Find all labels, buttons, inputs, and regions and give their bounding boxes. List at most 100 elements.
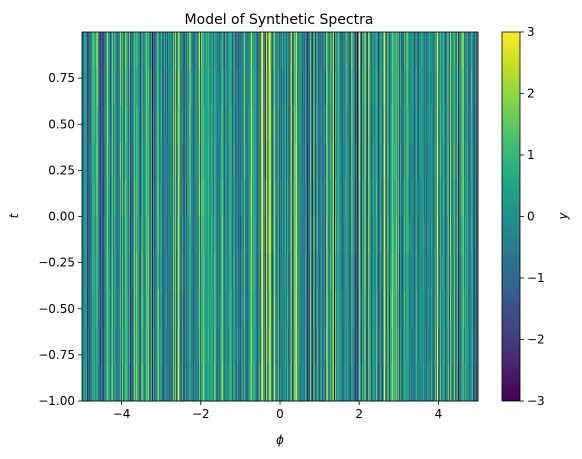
heatmap-cell	[443, 327, 445, 365]
heatmap-cell	[184, 253, 186, 291]
heatmap-cell	[464, 105, 466, 144]
heatmap-cell	[450, 179, 452, 217]
heatmap-cell	[415, 216, 417, 254]
heatmap-cell	[260, 105, 262, 144]
heatmap-cell	[419, 142, 421, 180]
heatmap-cell	[330, 105, 332, 144]
heatmap-cell	[474, 142, 476, 180]
heatmap-cell	[437, 68, 439, 107]
heatmap-cell	[440, 216, 442, 254]
heatmap-cell	[338, 105, 340, 144]
heatmap-cell	[427, 216, 429, 254]
heatmap-cell	[136, 142, 138, 180]
heatmap-cell	[413, 142, 415, 180]
heatmap-cell	[146, 68, 148, 107]
heatmap-cell	[131, 142, 133, 180]
heatmap-cell	[339, 32, 341, 70]
heatmap-cell	[465, 105, 467, 144]
heatmap-cell	[232, 290, 234, 328]
heatmap-cell	[268, 216, 270, 254]
heatmap-cell	[85, 216, 87, 254]
heatmap-cell	[135, 216, 137, 254]
heatmap-cell	[446, 290, 448, 328]
heatmap-cell	[111, 32, 113, 70]
heatmap-cell	[177, 327, 179, 365]
heatmap-cell	[133, 290, 135, 328]
heatmap-cell	[445, 253, 447, 291]
heatmap-cell	[433, 253, 435, 291]
heatmap-cell	[137, 142, 139, 180]
heatmap-cell	[157, 253, 159, 291]
heatmap-cell	[121, 32, 123, 70]
heatmap-cell	[458, 68, 460, 107]
heatmap-cell	[380, 105, 382, 144]
heatmap-cell	[170, 253, 172, 291]
heatmap-cell	[435, 68, 437, 107]
heatmap-cell	[106, 32, 108, 70]
heatmap-cell	[173, 179, 175, 217]
heatmap-cell	[274, 253, 276, 291]
heatmap-cell	[362, 179, 364, 217]
heatmap-cell	[219, 32, 221, 70]
heatmap-cell	[431, 253, 433, 291]
heatmap-cell	[275, 364, 277, 402]
heatmap-cell	[267, 216, 269, 254]
heatmap-cell	[90, 216, 92, 254]
heatmap-cell	[136, 32, 138, 70]
heatmap-cell	[260, 179, 262, 217]
heatmap-cell	[260, 290, 262, 328]
heatmap-cell	[418, 179, 420, 217]
heatmap-cell	[112, 290, 114, 328]
heatmap-cell	[257, 253, 259, 291]
heatmap-cell	[245, 105, 247, 144]
heatmap-cell	[106, 216, 108, 254]
heatmap-cell	[253, 142, 255, 180]
heatmap-cell	[380, 290, 382, 328]
heatmap-cell	[401, 290, 403, 328]
heatmap-cell	[135, 142, 137, 180]
heatmap-cell	[455, 290, 457, 328]
heatmap-cell	[87, 253, 89, 291]
heatmap-cell	[385, 179, 387, 217]
heatmap-cell	[123, 32, 125, 70]
heatmap-cell	[230, 105, 232, 144]
heatmap-cell	[399, 32, 401, 70]
heatmap-cell	[360, 216, 362, 254]
heatmap-cell	[228, 290, 230, 328]
heatmap-cell	[330, 290, 332, 328]
heatmap-cell	[179, 216, 181, 254]
heatmap-cell	[427, 364, 429, 402]
heatmap-cell	[204, 216, 206, 254]
heatmap-cell	[115, 142, 117, 180]
heatmap-cell	[375, 32, 377, 70]
heatmap-cell	[316, 179, 318, 217]
heatmap-cell	[265, 105, 267, 144]
heatmap-cell	[159, 327, 161, 365]
heatmap-cell	[461, 216, 463, 254]
heatmap-cell	[206, 290, 208, 328]
heatmap-cell	[126, 327, 128, 365]
heatmap-cell	[255, 364, 257, 402]
heatmap-cell	[249, 327, 251, 365]
heatmap-cell	[411, 32, 413, 70]
heatmap-cell	[182, 253, 184, 291]
heatmap-cell	[110, 68, 112, 107]
heatmap-cell	[356, 105, 358, 144]
heatmap-cell	[372, 327, 374, 365]
heatmap-cell	[446, 364, 448, 402]
heatmap-cell	[94, 32, 96, 70]
heatmap-cell	[167, 216, 169, 254]
heatmap-cell	[124, 32, 126, 70]
heatmap-cell	[451, 105, 453, 144]
heatmap-cell	[347, 32, 349, 70]
heatmap-cell	[239, 68, 241, 107]
heatmap-cell	[424, 179, 426, 217]
heatmap-cell	[159, 253, 161, 291]
heatmap-cell	[82, 105, 84, 144]
heatmap-cell	[209, 179, 211, 217]
heatmap-cell	[395, 179, 397, 217]
heatmap-cell	[92, 105, 94, 144]
heatmap-cell	[287, 290, 289, 328]
heatmap-cell	[233, 32, 235, 70]
heatmap-cell	[280, 216, 282, 254]
